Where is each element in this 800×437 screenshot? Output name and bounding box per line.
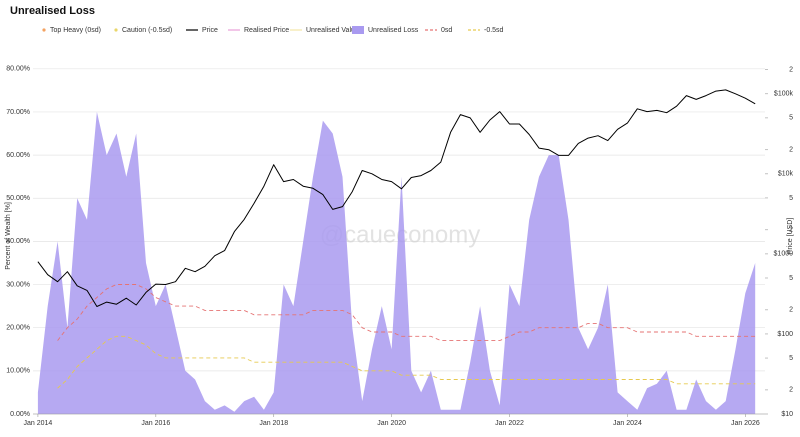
y2-tick-label: $1000 (774, 251, 794, 258)
y2-tick-label: 5 (789, 355, 793, 362)
y2-tick-label: $100 (777, 331, 793, 338)
y-tick-label: 50.00% (6, 195, 30, 202)
y2-tick-label: 5 (789, 275, 793, 282)
y2-tick-label: 2 (789, 147, 793, 154)
legend-label: Unrealised Loss (368, 27, 419, 34)
legend-label: Realised Price (244, 27, 289, 34)
legend-swatch (114, 28, 118, 32)
y-axis-label: Percent of Wealth [%] (5, 202, 12, 270)
legend-swatch (42, 28, 46, 32)
x-tick-label: Jan 2020 (377, 420, 406, 427)
legend-label: Price (202, 27, 218, 34)
y2-axis-label: Price [USD] (787, 218, 794, 255)
y-tick-label: 70.00% (6, 109, 30, 116)
y2-tick-label: $100k (774, 91, 794, 98)
legend-swatch (352, 26, 364, 34)
y-tick-label: 0.00% (10, 411, 30, 418)
x-tick-label: Jan 2016 (141, 420, 170, 427)
y-tick-label: 30.00% (6, 281, 30, 288)
y2-tick-label: $10 (781, 411, 793, 418)
chart-title: Unrealised Loss (10, 5, 95, 17)
x-tick-label: Jan 2018 (259, 420, 288, 427)
dashed-line (57, 335, 756, 389)
legend-label: -0.5sd (484, 27, 504, 34)
y2-tick-label: 5 (789, 115, 793, 122)
x-tick-label: Jan 2022 (495, 420, 524, 427)
legend-label: Unrealised Value (306, 27, 359, 34)
x-tick-label: Jan 2024 (613, 420, 642, 427)
y-tick-label: 20.00% (6, 325, 30, 332)
legend-label: Top Heavy (0sd) (50, 27, 101, 34)
line (37, 89, 756, 307)
legend-label: 0sd (441, 27, 452, 34)
y-tick-label: 10.00% (6, 368, 30, 375)
area (37, 111, 756, 415)
y2-tick-label: 2 (789, 307, 793, 314)
y-tick-label: 80.00% (6, 66, 30, 73)
y2-tick-label: 2 (789, 67, 793, 74)
y2-tick-label: 2 (789, 387, 793, 394)
y-tick-label: 40.00% (6, 238, 30, 245)
y2-tick-label: 5 (789, 195, 793, 202)
y2-tick-label: $10k (778, 171, 794, 178)
y-tick-label: 60.00% (6, 152, 30, 159)
y2-tick-label: 2 (789, 227, 793, 234)
x-tick-label: Jan 2026 (731, 420, 760, 427)
legend-label: Caution (-0.5sd) (122, 27, 172, 34)
x-tick-label: Jan 2014 (24, 420, 53, 427)
